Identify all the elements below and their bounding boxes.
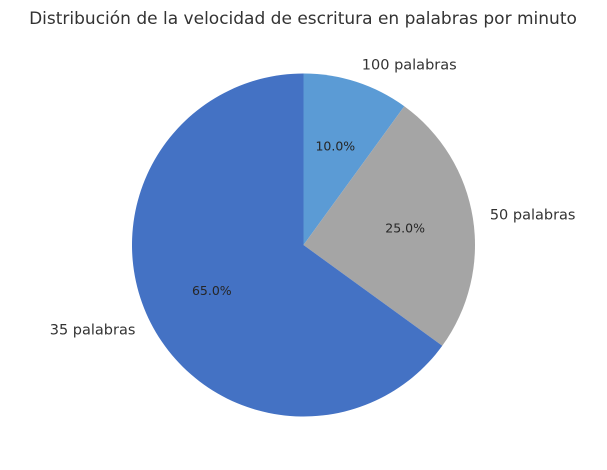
slice-label-100-palabras: 100 palabras — [362, 58, 457, 74]
pie-labels: 100 palabras 10.0% 50 palabras 25.0% 35 pala… — [50, 58, 576, 339]
chart-title: Distribución de la velocidad de escritur… — [29, 9, 577, 29]
pct-label-100-palabras: 10.0% — [315, 139, 355, 154]
pct-label-50-palabras: 25.0% — [385, 220, 425, 235]
pie-slice-100-palabras — [303, 73, 405, 245]
pie-slices — [132, 73, 475, 417]
slice-label-35-palabras: 35 palabras — [50, 323, 136, 339]
slice-label-50-palabras: 50 palabras — [490, 207, 576, 223]
pct-label-35-palabras: 65.0% — [192, 283, 232, 298]
pie-slice-50-palabras — [303, 106, 475, 346]
pie-slice-35-palabras — [132, 73, 443, 417]
